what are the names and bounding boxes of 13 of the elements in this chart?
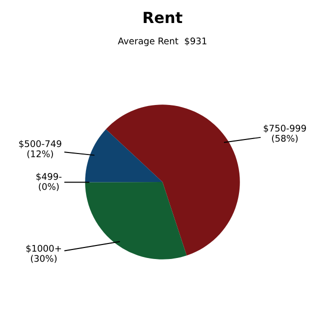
text: (0%) — [38, 183, 59, 192]
slice-label: $750-999 — [264, 124, 306, 133]
data-label: (12%) — [27, 150, 53, 158]
slice-label: $500-749 — [19, 140, 62, 148]
pie-slice — [106, 104, 240, 256]
chart-title: Rent — [144, 12, 182, 24]
pie-slice — [85, 129, 162, 182]
data-label: (30%) — [30, 254, 57, 263]
pie-slice — [85, 182, 187, 260]
legend-label: $499- — [36, 172, 62, 182]
data-label: (58%) — [272, 134, 298, 143]
slice-label: $1000+ — [26, 244, 61, 253]
chart-subtitle: Average Rent $931 — [118, 37, 206, 46]
